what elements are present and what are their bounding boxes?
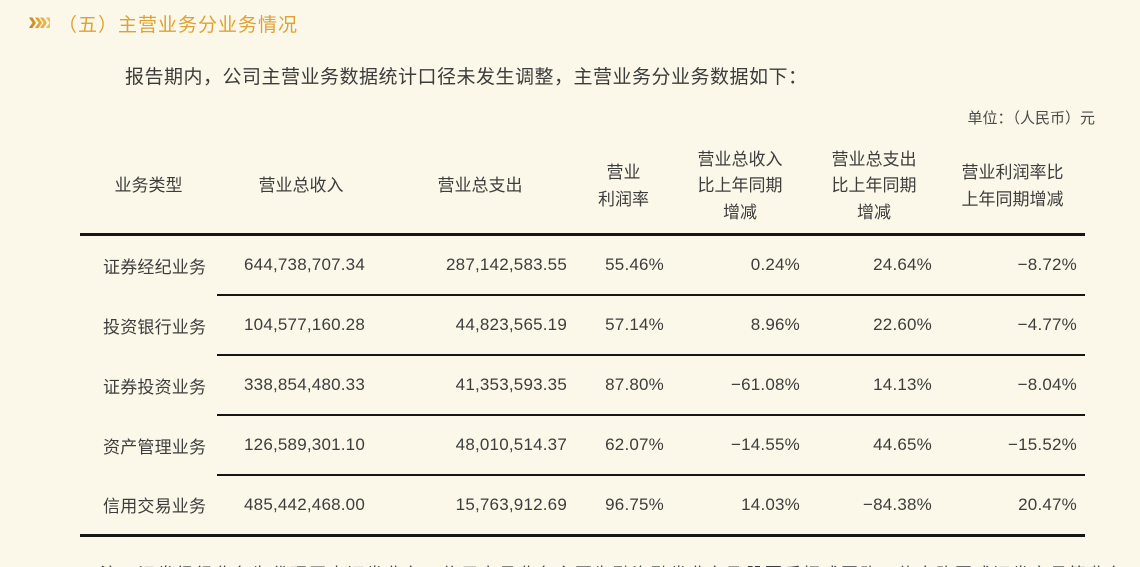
table-cell: 44,823,565.19 [385,295,575,356]
table-cell: 338,854,480.33 [217,355,385,416]
table-cell: 48,010,514.37 [385,415,575,476]
column-header-margin-yoy: 营业利润率比 上年同期增减 [940,140,1085,236]
double-chevron-icon: »» [28,6,54,36]
table-cell: 87.80% [575,355,672,416]
table-cell: 证券投资业务 [103,377,207,397]
column-header-revenue-yoy: 营业总收入 比上年同期 增减 [672,140,808,236]
table-cell: 投资银行业务 [103,317,207,337]
section-header: »» （五）主营业务分业务情况 [28,6,299,37]
table-cell: −84.38% [863,495,932,514]
table-cell: 104,577,160.28 [217,295,385,356]
table-cell: 485,442,468.00 [244,495,365,514]
business-segment-table: 业务类型 营业总收入 营业总支出 营业 利润率 营业总收入 比上年同期 增减 营… [80,140,1085,537]
table-row: 资产管理业务 126,589,301.10 48,010,514.37 62.0… [80,415,1085,476]
unit-label: 单位：（人民币）元 [967,110,1095,127]
table-cell: 644,738,707.34 [217,234,385,296]
section-title: （五）主营业务分业务情况 [58,15,299,36]
column-header-expense-yoy: 营业总支出 比上年同期 增减 [808,140,940,236]
column-header-total-revenue: 营业总收入 [217,140,385,236]
table-cell: 44.65% [808,415,940,476]
table-row: 证券经纪业务 644,738,707.34 287,142,583.55 55.… [80,234,1085,296]
table-cell: 15,763,912.69 [455,495,567,514]
table-cell: 证券经纪业务 [103,258,207,277]
column-header-profit-margin: 营业 利润率 [575,140,672,236]
table-footnote-clipped: 注：证券经纪业务为代理买卖证券业务；信用交易业务主要为融资融券业务及股票质押式回… [100,560,1140,567]
column-header-total-expense: 营业总支出 [385,140,575,236]
table-cell: 14.03% [741,495,800,514]
table-cell: 信用交易业务 [103,497,207,516]
table-row: 投资银行业务 104,577,160.28 44,823,565.19 57.1… [80,295,1085,356]
table-cell: 96.75% [605,495,664,514]
table-cell: 55.46% [575,234,672,296]
table-cell: −15.52% [940,415,1085,476]
table-cell: 41,353,593.35 [385,355,575,416]
table-cell: 62.07% [575,415,672,476]
table-cell: 24.64% [808,234,940,296]
table-header-row: 业务类型 营业总收入 营业总支出 营业 利润率 营业总收入 比上年同期 增减 营… [80,140,1085,236]
table-cell: −4.77% [940,295,1085,356]
table-cell: 8.96% [672,295,808,356]
column-header-business-type: 业务类型 [80,140,217,236]
table-row: 证券投资业务 338,854,480.33 41,353,593.35 87.8… [80,355,1085,416]
table-cell: 20.47% [1018,495,1077,514]
table-cell: 57.14% [575,295,672,356]
table-cell: 287,142,583.55 [385,234,575,296]
table-cell: 126,589,301.10 [217,415,385,476]
intro-paragraph: 报告期内，公司主营业务数据统计口径未发生调整，主营业务分业务数据如下： [125,67,808,88]
table-cell: 14.13% [808,355,940,416]
table-row: 信用交易业务 485,442,468.00 15,763,912.69 96.7… [80,475,1085,536]
table-cell: −14.55% [672,415,808,476]
table-cell: 22.60% [808,295,940,356]
table-cell: 0.24% [672,234,808,296]
table-cell: −8.04% [940,355,1085,416]
table-cell: −8.72% [940,234,1085,296]
table-cell: 资产管理业务 [103,437,207,457]
table-cell: −61.08% [672,355,808,416]
